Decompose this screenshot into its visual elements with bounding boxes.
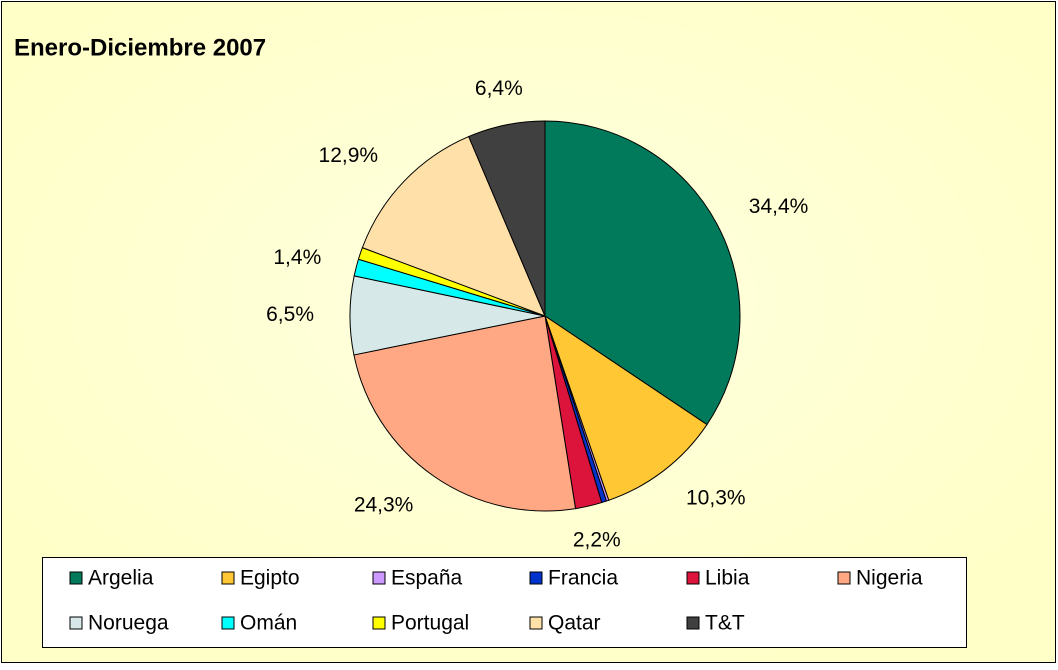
data-label: 6,5% (266, 303, 314, 326)
data-label: 6,4% (475, 77, 523, 100)
legend-label: Omán (240, 612, 297, 635)
legend-swatch (221, 571, 235, 585)
legend-swatch (69, 571, 83, 585)
pie-slice (544, 314, 708, 501)
legend-label: España (391, 567, 463, 590)
legend-swatch (686, 571, 700, 585)
legend-label: Libia (705, 567, 750, 590)
pie: 34,4% 10,3% 2,2% 24,3% 6,5% 1,4% 12,9% 6,4% (266, 77, 808, 551)
pie-slice (468, 120, 546, 317)
legend-swatch (69, 616, 83, 630)
data-label: 1,4% (273, 246, 321, 269)
legend-label: Noruega (88, 612, 169, 635)
legend-swatch (529, 616, 543, 630)
legend-swatch (837, 571, 851, 585)
legend-items: Argelia Egipto España Francia Libia Nigeria No… (69, 567, 923, 635)
data-label: 12,9% (319, 144, 379, 167)
legend-label: T&T (705, 612, 745, 635)
legend-label: Portugal (391, 612, 469, 635)
data-label: 24,3% (354, 493, 414, 516)
pie-slice (353, 315, 577, 512)
legend (42, 557, 967, 648)
legend-swatch (686, 616, 700, 630)
legend-swatch (529, 571, 543, 585)
legend-swatch (372, 616, 386, 630)
legend-label: Argelia (88, 567, 154, 590)
data-label: 34,4% (749, 195, 809, 218)
data-label: 10,3% (686, 487, 746, 510)
legend-label: Egipto (240, 567, 300, 590)
pie-slice (544, 120, 741, 426)
chart-title: Enero-Diciembre 2007 (14, 34, 266, 61)
legend-swatch (221, 616, 235, 630)
legend-label: Qatar (548, 612, 601, 635)
legend-label: Nigeria (856, 567, 923, 590)
data-label: 2,2% (573, 529, 621, 552)
pie-slice (361, 135, 546, 317)
legend-swatch (372, 571, 386, 585)
legend-label: Francia (548, 567, 618, 590)
